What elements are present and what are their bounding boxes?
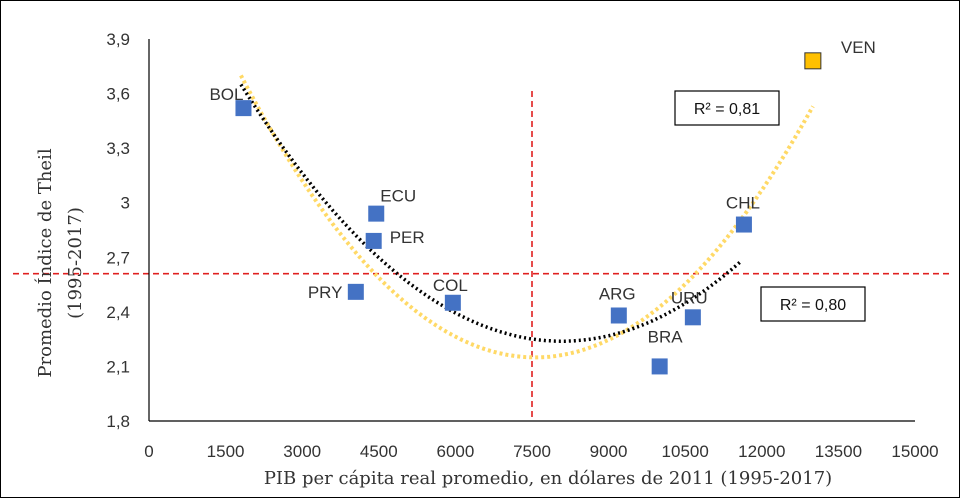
x-axis-title: PIB per cápita real promedio, en dólares… (264, 468, 832, 489)
r2-label: R² = 0,81 (694, 101, 760, 118)
point-label-arg: ARG (599, 284, 636, 303)
y-tick-label: 3,3 (106, 139, 130, 158)
data-point-pry (347, 283, 364, 300)
trendline-yellow (239, 74, 815, 360)
x-tick-label: 0 (144, 442, 153, 461)
point-label-chl: CHL (726, 194, 760, 213)
y-axis-title-line2: (1995-2017) (65, 207, 86, 319)
x-tick-label: 15000 (891, 442, 938, 461)
y-tick-label: 1,8 (106, 412, 130, 431)
r-squared-boxes: R² = 0,81 R² = 0,80 (674, 90, 866, 322)
point-label-bra: BRA (648, 327, 684, 346)
data-point-per (365, 232, 382, 249)
y-tick-label: 3 (121, 194, 130, 213)
x-tick-label: 1500 (207, 442, 245, 461)
point-label-pry: PRY (308, 283, 343, 302)
x-tick-label: 6000 (436, 442, 474, 461)
x-tick-label: 7500 (513, 442, 551, 461)
x-tick-label: 9000 (590, 442, 628, 461)
x-tick-label: 3000 (283, 442, 321, 461)
x-tick-labels: 0 1500 3000 4500 6000 7500 9000 10500 12000 13500… (144, 442, 938, 461)
data-point-ecu (368, 205, 385, 222)
trendline-black (239, 83, 743, 343)
point-label-bol: BOL (209, 85, 243, 104)
data-point-ven (804, 52, 822, 70)
point-label-uru: URU (671, 288, 708, 307)
point-label-ven: VEN (841, 38, 876, 57)
x-tick-label: 12000 (738, 442, 785, 461)
y-tick-label: 2,7 (106, 248, 130, 267)
r2-label: R² = 0,80 (780, 297, 846, 314)
r2-box (760, 286, 866, 322)
data-point-bol (235, 100, 252, 117)
data-point-chl (735, 216, 752, 233)
x-tick-label: 13500 (815, 442, 862, 461)
point-label-ecu: ECU (380, 187, 416, 206)
y-tick-label: 2,4 (106, 303, 130, 322)
y-tick-label: 3,6 (106, 85, 130, 104)
data-point-uru (684, 309, 701, 326)
reference-lines (13, 91, 951, 421)
data-points: BOL ECU PER PRY COL ARG BRA URU CHL VEN (209, 38, 876, 375)
data-point-col (444, 294, 461, 311)
point-label-col: COL (433, 276, 468, 295)
r2-box (674, 90, 780, 126)
y-axis-title-line1: Promedio Índice de Theil (33, 148, 56, 377)
x-tick-label: 10500 (662, 442, 709, 461)
y-tick-label: 3,9 (106, 30, 130, 49)
axes (148, 39, 915, 422)
x-tick-label: 4500 (360, 442, 398, 461)
y-tick-labels: 1,8 2,1 2,4 2,7 3 3,3 3,6 3,9 (106, 30, 130, 431)
point-label-per: PER (390, 228, 425, 247)
trendlines (239, 74, 815, 360)
data-point-bra (651, 358, 668, 375)
data-point-arg (610, 307, 627, 324)
y-tick-label: 2,1 (106, 357, 130, 376)
